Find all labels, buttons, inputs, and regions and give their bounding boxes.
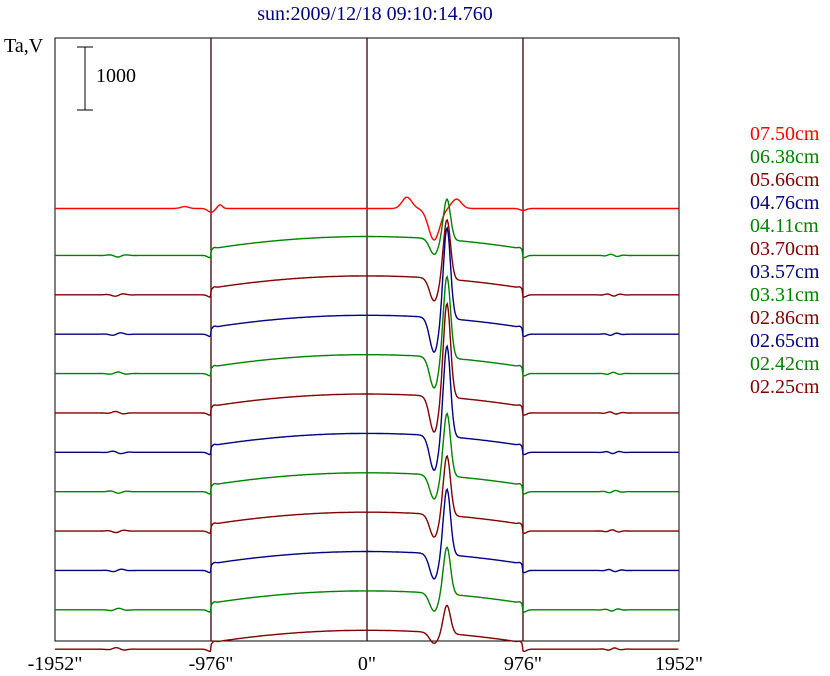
legend-entry-05.66cm: 05.66cm (750, 169, 820, 191)
legend-entry-04.76cm: 04.76cm (750, 192, 820, 214)
series-line-04.11cm (55, 275, 679, 389)
x-tick-labels: -1952" -976" 0" 976" 1952" (28, 653, 704, 675)
x-tick-label-0: -1952" (28, 653, 83, 675)
series-line-02.86cm (55, 454, 679, 538)
legend-entry-02.25cm: 02.25cm (750, 376, 820, 398)
legend-entry-04.11cm: 04.11cm (750, 215, 819, 237)
legend-entry-06.38cm: 06.38cm (750, 146, 820, 168)
x-tick-label-2: 0" (358, 653, 376, 675)
legend-entry-02.86cm: 02.86cm (750, 307, 820, 329)
series-line-02.42cm (55, 546, 679, 613)
scale-bar: 1000 (77, 46, 136, 111)
scale-bar-label: 1000 (96, 65, 136, 87)
chart-title: sun:2009/12/18 09:10:14.760 (257, 3, 493, 25)
series-line-02.65cm (55, 487, 679, 580)
limb-markers (210, 38, 524, 641)
x-tick-label-4: 1952" (655, 653, 703, 675)
series-line-04.76cm (55, 226, 679, 353)
legend-entry-03.57cm: 03.57cm (750, 261, 820, 283)
legend-entry-03.70cm: 03.70cm (750, 238, 820, 260)
series-line-05.66cm (55, 218, 679, 302)
legend-entry-03.31cm: 03.31cm (750, 284, 820, 306)
y-axis-label: Ta,V (4, 35, 44, 57)
legend: 07.50cm06.38cm05.66cm04.76cm04.11cm03.70… (750, 123, 820, 398)
series-line-02.25cm (55, 604, 679, 653)
legend-entry-02.65cm: 02.65cm (750, 330, 820, 352)
x-tick-label-3: 976" (504, 653, 542, 675)
traces-group (55, 196, 679, 653)
series-line-03.31cm (55, 412, 679, 500)
legend-entry-07.50cm: 07.50cm (750, 123, 820, 145)
series-line-06.38cm (55, 198, 679, 259)
legend-entry-02.42cm: 02.42cm (750, 353, 820, 375)
x-tick-label-1: -976" (189, 653, 234, 675)
series-line-07.50cm (55, 196, 679, 241)
series-line-03.70cm (55, 301, 679, 433)
series-line-03.57cm (55, 344, 679, 472)
